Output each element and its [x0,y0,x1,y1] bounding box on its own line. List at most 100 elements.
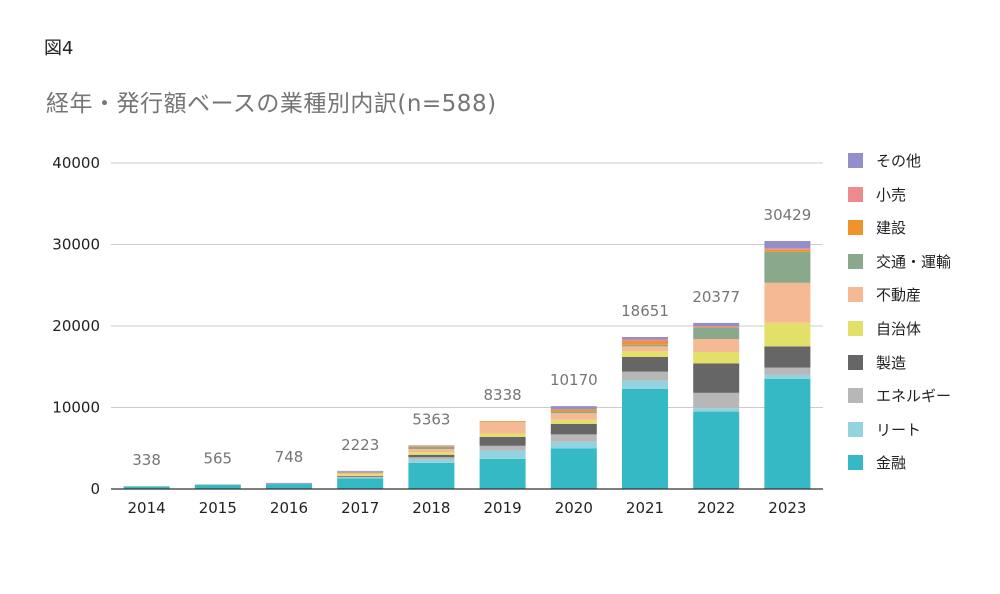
bar-segment [479,445,526,451]
legend-label: 交通・運輸 [876,252,952,271]
legend: その他小売建設交通・運輸不動産自治体製造エネルギーリート金融 [848,152,952,472]
bar-segment [622,344,668,347]
legend-swatch [848,388,863,404]
figure-label: 図4 [44,38,74,59]
bar-total-label: 338 [132,451,161,469]
x-tick-label: 2015 [199,499,237,517]
y-tick-label: 0 [90,480,100,498]
y-tick-label: 10000 [52,399,100,417]
bar-segment [693,327,740,340]
bar-segment [123,486,170,489]
bar-segment [337,476,384,478]
bar-segment [337,470,384,472]
legend-label: 建設 [876,219,907,238]
bar-total-label: 10170 [550,371,598,389]
bar-segment [550,411,597,414]
x-tick-label: 2014 [128,499,166,517]
label-layer: 0 10000 20000 30000 40000 338 2014 565 2015 748 20… [52,154,811,517]
bar-segment [550,419,597,424]
legend-label: 製造 [876,353,907,372]
bar-segment [764,378,811,489]
legend-item: 金融 [848,454,951,472]
legend-item: エネルギー [848,387,952,406]
bar-segment [408,446,455,447]
bar-segment [408,449,455,453]
bar-segment [479,450,526,459]
legend-label: 自治体 [876,319,922,338]
bar-segment [337,477,384,479]
legend-swatch [848,455,863,471]
bar-segment [622,336,668,340]
legend-item: 交通・運輸 [848,252,952,271]
bar-segment [764,241,811,249]
bar-segment [408,452,455,455]
bar-segment [764,282,811,323]
bar-segment [764,322,811,347]
bar-segment [550,406,597,410]
bar-segment [764,346,811,368]
bar-segment [408,462,455,489]
bar-segment [622,339,668,342]
legend-item: 不動産 [848,286,951,305]
bar-total-label: 8338 [484,386,522,404]
bar-segment [693,411,740,489]
legend-label: 小売 [876,185,907,204]
bar-segment [550,413,597,420]
bar-total-label: 565 [203,449,232,467]
bar-segment [693,322,740,327]
bar-segment [550,409,597,412]
bar-segment [194,484,241,489]
bar-segment [693,339,740,353]
bar-segment [337,473,384,475]
y-tick-label: 20000 [52,317,100,335]
bar-segment [622,388,668,489]
bar-segment [479,433,526,437]
bar-segment [550,434,597,442]
bar-segment [479,458,526,489]
y-tick-label: 40000 [52,154,100,172]
legend-swatch [848,354,863,370]
bar-segment [693,327,740,328]
bar-segment [408,454,455,458]
bar-segment [479,436,526,446]
legend-item: その他 [848,152,951,170]
legend-item: リート [848,420,951,439]
bar-segment [693,326,740,328]
legend-item: 建設 [848,219,951,238]
bar-segment [764,374,811,379]
bar-segment [479,422,526,434]
bar-segment [408,457,455,460]
bar-segment [622,341,668,345]
x-tick-label: 2023 [768,499,806,517]
bar-segment [408,445,455,447]
x-tick-label: 2017 [341,499,379,517]
x-tick-label: 2022 [697,499,735,517]
bar-segment [337,474,384,476]
x-tick-label: 2016 [270,499,308,517]
bar-segment [550,448,597,489]
bar-segment [764,249,811,252]
bar-segment [764,251,811,283]
bar-segment [693,392,740,409]
legend-label: 不動産 [876,286,922,305]
legend-swatch [848,253,863,269]
legend-swatch [848,287,863,303]
legend-swatch [848,421,863,437]
bar-segment [479,421,526,422]
bar-segment [337,478,384,489]
y-tick-label: 30000 [52,236,100,254]
x-tick-label: 2021 [626,499,664,517]
legend-label: その他 [876,152,922,170]
bar-segment [764,248,811,250]
legend-label: リート [876,420,922,439]
legend-swatch [848,153,863,168]
bar-segment [622,380,668,389]
bar-segment [693,408,740,412]
bar-segment [408,446,455,450]
legend-label: エネルギー [876,387,952,406]
bar-segment [622,346,668,352]
legend-swatch [848,186,863,202]
x-tick-label: 2020 [555,499,593,517]
legend-item: 製造 [848,353,951,372]
